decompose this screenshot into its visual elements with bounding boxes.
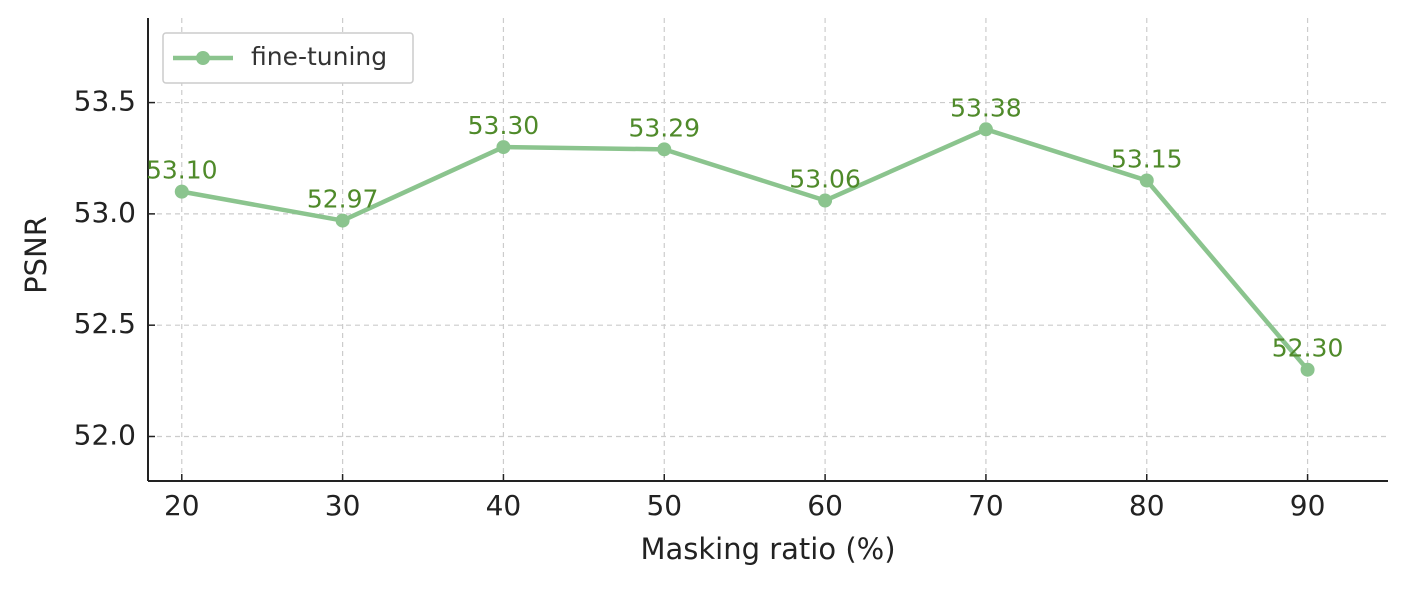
- x-tick-label: 90: [1290, 489, 1326, 522]
- data-point: [335, 213, 350, 228]
- data-point: [1300, 362, 1315, 377]
- data-label: 52.30: [1272, 334, 1344, 363]
- data-point: [496, 140, 511, 155]
- data-point: [978, 122, 993, 137]
- x-tick-label: 20: [164, 489, 200, 522]
- data-line: [181, 127, 1310, 372]
- data-point: [818, 193, 833, 208]
- y-tick-label: 53.5: [74, 85, 136, 118]
- x-tick-label: 60: [807, 489, 843, 522]
- y-tick-label: 52.0: [74, 418, 136, 451]
- y-tick-label: 53.0: [74, 196, 136, 229]
- data-label: 53.06: [789, 165, 861, 194]
- legend-label: fine-tuning: [251, 42, 387, 71]
- data-label: 52.97: [307, 185, 379, 214]
- y-axis-label: PSNR: [19, 216, 53, 294]
- x-tick-label: 50: [646, 489, 682, 522]
- data-label: 53.30: [468, 111, 540, 140]
- data-label: 53.10: [146, 156, 218, 185]
- x-tick-label: 30: [325, 489, 361, 522]
- data-point: [1139, 173, 1154, 188]
- x-tick-label: 40: [486, 489, 522, 522]
- data-point: [174, 184, 189, 199]
- data-point: [657, 142, 672, 157]
- y-tick-label: 52.5: [74, 307, 136, 340]
- x-tick-label: 70: [968, 489, 1004, 522]
- data-label: 53.38: [950, 93, 1022, 122]
- legend-marker: [196, 51, 210, 65]
- x-tick-label: 80: [1129, 489, 1165, 522]
- legend-box: [162, 32, 414, 84]
- data-label: 53.15: [1111, 144, 1183, 173]
- data-label: 53.29: [628, 113, 700, 142]
- x-axis-label: Masking ratio (%): [640, 532, 895, 566]
